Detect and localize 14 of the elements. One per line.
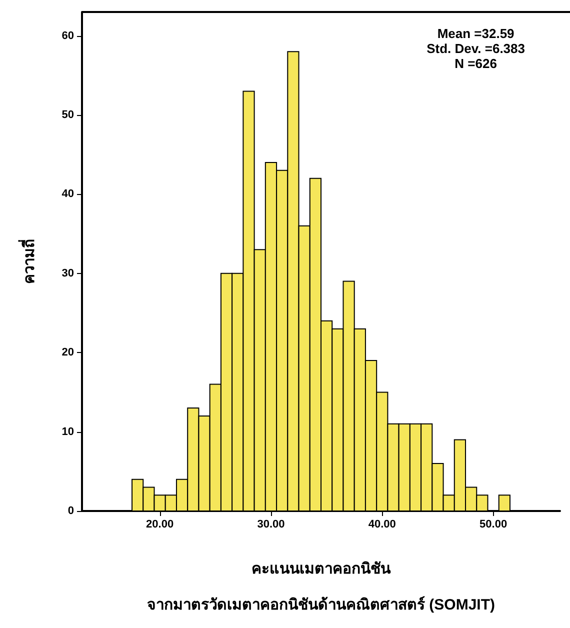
y-tick-label: 10 bbox=[62, 426, 74, 438]
x-tick-label: 30.00 bbox=[257, 518, 285, 530]
annotation: Mean =32.59 Std. Dev. =6.383 N =626 bbox=[426, 26, 526, 71]
y-axis-title: ความถี่ bbox=[18, 239, 38, 284]
y-tick-label: 20 bbox=[62, 346, 74, 359]
x-tick-label: 40.00 bbox=[368, 518, 396, 530]
x-tick-label: 50.00 bbox=[480, 518, 508, 530]
y-tick-label: 40 bbox=[62, 188, 74, 200]
y-tick-label: 60 bbox=[62, 30, 74, 42]
x-tick-label: 20.00 bbox=[146, 518, 174, 530]
y-tick-label: 30 bbox=[62, 267, 74, 280]
text: คะแนนเมตาคอกนิชัน จากมาตรวัดเมตาคอกนิชันด้านคณิตศาสตร์ (SOMJIT) bbox=[147, 560, 495, 614]
y-tick-label: 50 bbox=[62, 108, 74, 121]
y-tick-label: 0 bbox=[68, 505, 74, 517]
